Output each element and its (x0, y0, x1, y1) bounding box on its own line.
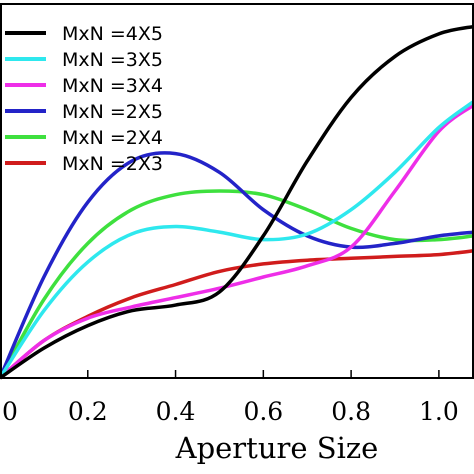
x-tick-label: 0.8 (331, 397, 371, 426)
series-lines (0, 24, 474, 380)
legend-label-5: MxN =2X3 (62, 153, 163, 175)
x-tick-label: 0.2 (68, 397, 108, 426)
legend-label-0: MxN =4X5 (62, 23, 163, 45)
x-axis-ticks: 0 0.2 0.4 0.6 0.8 1.0 (0, 370, 459, 426)
legend-label-4: MxN =2X4 (62, 127, 163, 149)
series-line-0 (0, 24, 474, 380)
x-tick-label: 0.6 (243, 397, 283, 426)
series-line-5 (0, 249, 474, 380)
x-tick-label: 0.4 (156, 397, 196, 426)
series-line-4 (0, 189, 474, 379)
plot-frame (0, 3, 474, 379)
x-axis-title: Aperture Size (175, 431, 379, 465)
x-tick-label: 1.0 (419, 397, 459, 426)
legend-label-2: MxN =3X4 (62, 75, 163, 97)
series-line-2 (0, 103, 474, 380)
legend: MxN =4X5 MxN =3X5 MxN =3X4 MxN =2X5 MxN =2X4… (5, 23, 163, 175)
legend-label-3: MxN =2X5 (62, 101, 163, 123)
series-line-3 (0, 151, 474, 379)
legend-label-1: MxN =3X5 (62, 49, 163, 71)
x-tick-label: 0 (2, 397, 18, 426)
series-line-1 (0, 99, 474, 379)
